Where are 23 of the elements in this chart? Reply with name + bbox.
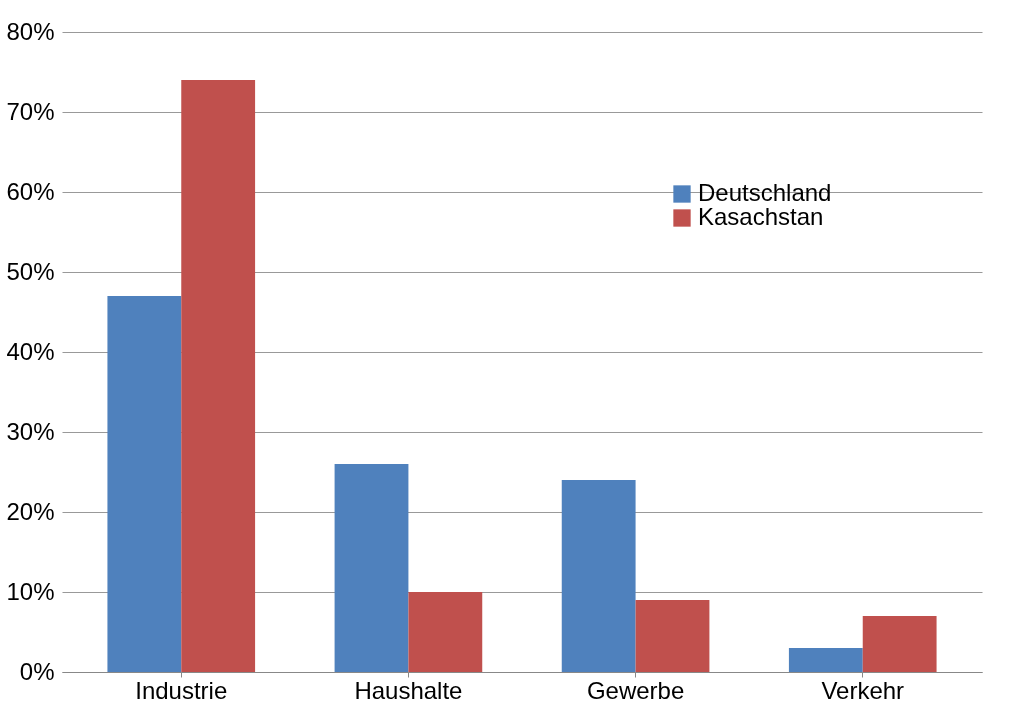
bar xyxy=(334,464,409,672)
bar xyxy=(107,296,182,672)
bar xyxy=(181,80,256,672)
bar xyxy=(788,648,863,672)
y-tick-label: 80% xyxy=(6,17,55,45)
x-tick-label: Industrie xyxy=(135,676,228,704)
x-tick-label: Haushalte xyxy=(354,676,463,704)
x-tick-label: Verkehr xyxy=(821,676,905,704)
y-tick-label: 50% xyxy=(6,257,55,285)
y-tick-label: 30% xyxy=(6,417,55,445)
legend-label: Deutschland xyxy=(698,179,832,206)
bar xyxy=(561,480,636,672)
y-tick-label: 40% xyxy=(6,337,55,365)
y-tick-label: 20% xyxy=(6,497,55,525)
bar xyxy=(635,600,710,672)
y-tick-label: 60% xyxy=(6,177,55,205)
x-tick-label: Gewerbe xyxy=(586,676,685,704)
y-tick-label: 10% xyxy=(6,577,55,605)
bar xyxy=(408,592,483,672)
bar xyxy=(862,616,937,672)
y-tick-label: 70% xyxy=(6,97,55,125)
legend-label: Kasachstan xyxy=(698,203,824,230)
y-tick-label: 0% xyxy=(19,657,55,685)
